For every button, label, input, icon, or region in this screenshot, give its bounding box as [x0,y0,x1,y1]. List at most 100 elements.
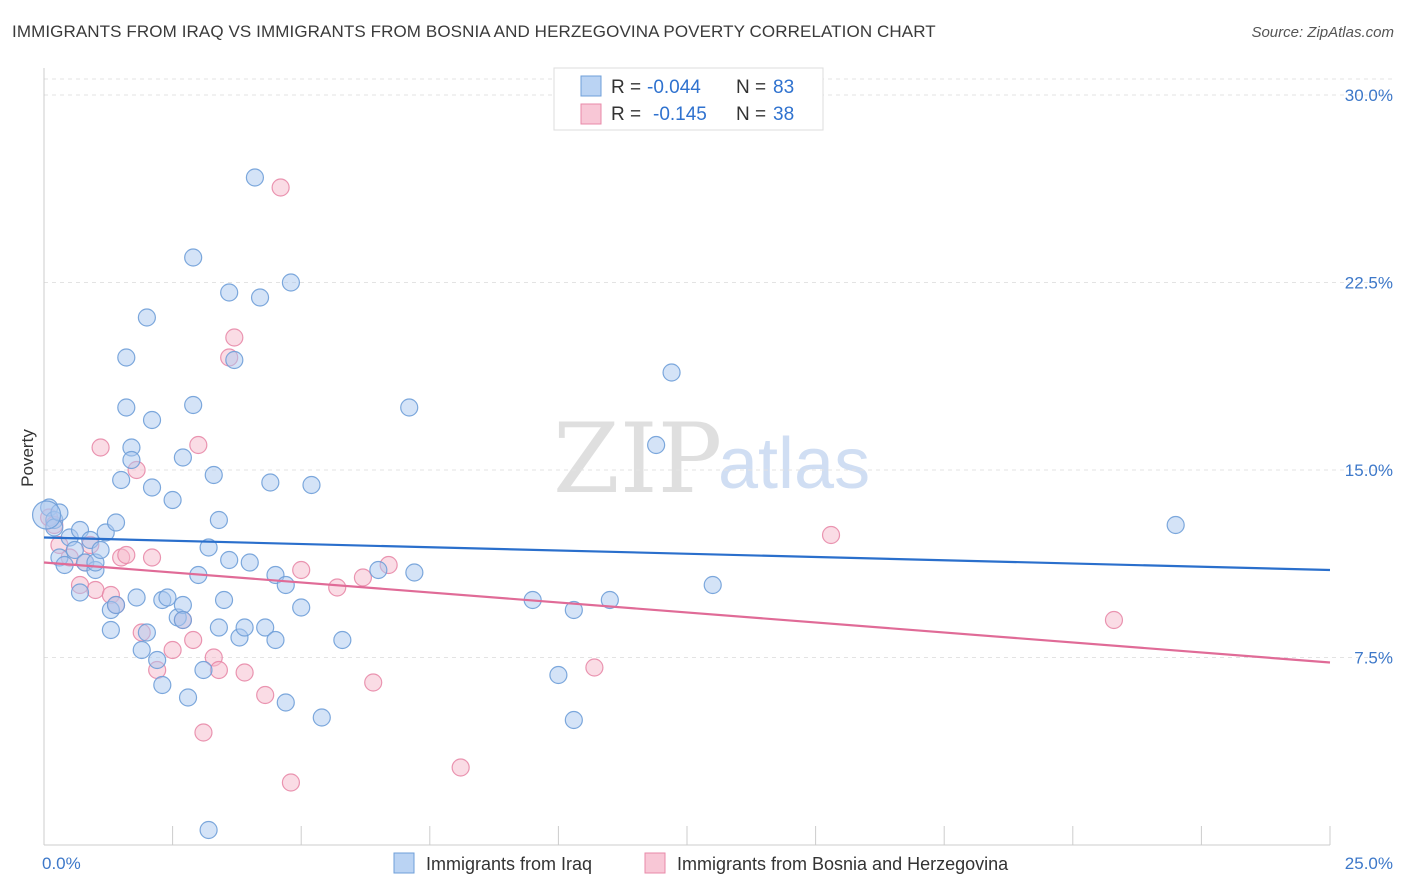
legend-r-value-bosnia: -0.145 [653,104,707,125]
iraq-point [235,618,254,637]
iraq-point [564,710,583,730]
watermark-atlas: atlas [718,424,870,504]
bosnia-point [194,723,213,742]
iraq-point [173,610,192,630]
y-tick-label: 7.5% [1354,649,1393,668]
bosnia-point [86,580,105,600]
iraq-point [333,630,352,650]
iraq-point [106,513,126,532]
iraq-point [91,540,110,560]
bosnia-point [117,545,136,565]
iraq-point [153,675,172,695]
iraq-point [209,618,228,637]
iraq-point [662,363,681,382]
iraq-point [276,575,295,595]
iraq-point [106,595,126,615]
iraq-point [65,540,84,560]
iraq-point [127,588,146,607]
iraq-point [225,350,244,370]
iraq-point [647,435,666,455]
bosnia-point [328,578,347,597]
bosnia-point [451,758,470,777]
chart-title: IMMIGRANTS FROM IRAQ VS IMMIGRANTS FROM … [12,22,936,41]
iraq-point [405,563,424,582]
bosnia-point [163,640,182,660]
iraq-point [400,398,419,417]
y-tick-label: 15.0% [1345,461,1393,480]
iraq-point [101,620,120,640]
watermark: ZIP atlas [553,403,870,515]
series-legend: Immigrants from Iraq Immigrants from Bos… [393,852,1009,874]
iraq-point [245,168,265,187]
bosnia-point [821,525,841,545]
bosnia-point [364,673,383,692]
legend-n-value-bosnia: 38 [773,104,794,125]
iraq-point [137,308,156,327]
iraq-point [137,623,156,642]
iraq-point [158,588,177,607]
iraq-point [564,600,583,620]
iraq-point [112,470,131,490]
legend-r-label-bosnia: R = [611,104,641,125]
iraq-point [266,630,285,650]
iraq-point [256,618,275,637]
iraq-point [240,553,259,572]
legend-r-value-iraq: -0.044 [647,77,701,98]
bosnia-point [225,328,244,347]
y-tick-labels: 7.5% 15.0% 22.5% 30.0% [1345,86,1393,668]
bosnia-point [189,435,208,455]
iraq-point [261,473,280,492]
bosnia-point [271,178,290,197]
iraq-point [312,708,331,727]
iraq-point [204,465,223,485]
iraq-point [148,650,167,670]
legend-n-label-iraq: N = [736,77,766,98]
watermark-zip: ZIP [553,403,722,515]
iraq-point [31,500,62,530]
iraq-point [220,283,239,302]
legend-swatch-iraq [580,75,602,97]
y-tick-label: 30.0% [1345,86,1393,105]
bosnia-point [142,548,162,567]
iraq-point [199,820,218,840]
legend-n-value-iraq: 83 [773,77,794,98]
legend-swatch-bosnia [580,103,602,125]
bosnia-point [585,658,604,677]
bosnia-point [235,663,254,682]
iraq-point [117,348,136,367]
iraq-point [276,693,295,712]
correlation-legend: R = -0.044 N = 83 R = -0.145 N = 38 [553,67,824,131]
bottom-legend-label-bosnia: Immigrants from Bosnia and Herzegovina [677,854,1009,874]
iraq-point [220,550,239,570]
iraq-point [142,478,162,497]
iraq-point [173,448,192,467]
iraq-point [302,475,321,495]
iraq-points [31,168,1185,840]
y-axis-label: Poverty [18,429,37,487]
bottom-legend-swatch-iraq [393,852,415,874]
bottom-legend-swatch-bosnia [644,852,666,874]
bottom-legend-label-iraq: Immigrants from Iraq [426,854,592,874]
x-tick-label: 25.0% [1345,854,1393,873]
iraq-point [70,583,90,602]
bosnia-point [209,660,228,680]
iraq-point [281,273,301,292]
trend-lines [43,536,1331,664]
bosnia-point [1104,610,1124,630]
trend-line-bosnia [43,561,1331,664]
bosnia-point [292,560,311,580]
y-tick-label: 22.5% [1345,274,1393,293]
iraq-point [1166,515,1185,535]
bosnia-point [91,438,110,457]
iraq-point [132,640,151,660]
iraq-point [178,688,198,707]
bosnia-point [184,630,203,650]
iraq-point [184,395,203,415]
iraq-point [369,560,388,580]
bosnia-point [256,685,275,705]
source-label: Source: ZipAtlas.com [1251,24,1394,41]
iraq-point [194,660,213,680]
iraq-point [142,410,162,430]
iraq-point [292,598,311,617]
